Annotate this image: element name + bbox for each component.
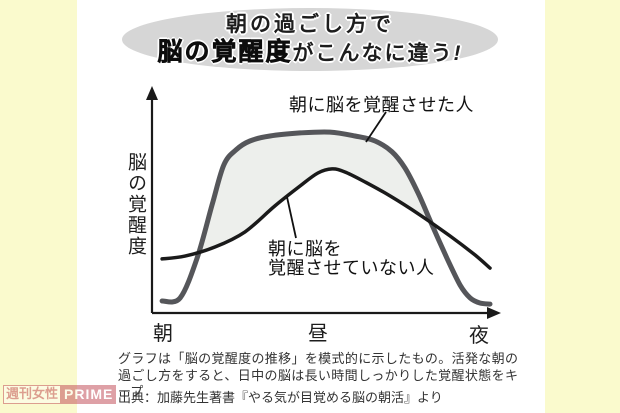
x-tick-night: 夜 [469, 319, 489, 348]
label-curve-not-awakened: 朝に脳を 覚醒させていない人 [268, 240, 435, 278]
x-axis-arrow-icon [487, 307, 501, 319]
callout-line-not-awakened [287, 197, 296, 238]
watermark-en: PRIME [61, 385, 116, 404]
label-curve-awakened: 朝に脳を覚醒させた人 [289, 91, 474, 117]
y-axis-label: 脳の覚醒度 [122, 152, 149, 257]
watermark-logo: 週刊女性 PRIME [3, 385, 116, 404]
source-credit: 出典：加藤先生著書『やる気が目覚める脳の朝活』より [118, 387, 443, 406]
infographic-root: 朝の過ごし方で 脳の覚醒度がこんなに違う! 脳の覚醒度 朝 昼 夜 朝に脳を覚醒… [0, 0, 620, 413]
x-tick-noon: 昼 [308, 317, 328, 346]
title-line2: 脳の覚醒度がこんなに違う! [157, 37, 462, 69]
watermark-jp: 週刊女性 [3, 385, 61, 404]
label-curve-not-awakened-line2: 覚醒させていない人 [268, 259, 435, 278]
axes [152, 96, 491, 313]
title-exclaim: ! [454, 42, 463, 65]
x-tick-morning: 朝 [153, 317, 173, 346]
title-emphasis: 脳の覚醒度 [157, 38, 292, 66]
y-axis-arrow-icon [146, 86, 158, 100]
title-line1: 朝の過ごし方で [226, 12, 394, 37]
label-curve-not-awakened-line1: 朝に脳を [268, 240, 435, 259]
title-tail: がこんなに違う [293, 42, 454, 65]
page-title: 朝の過ごし方で 脳の覚醒度がこんなに違う! [112, 8, 508, 72]
